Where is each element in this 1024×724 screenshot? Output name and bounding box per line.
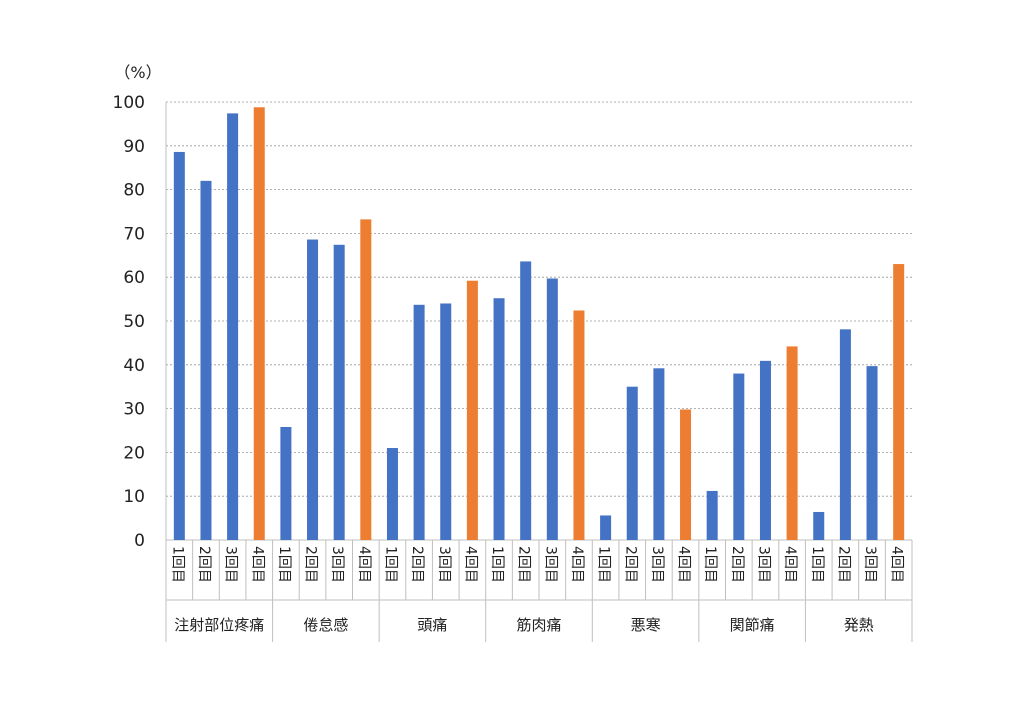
bar [440,303,452,540]
y-tick-label: 90 [123,137,145,157]
dose-label: 3回目 [436,546,452,583]
dose-label: 1回目 [382,546,398,583]
dose-label: 1回目 [596,546,612,583]
bar [173,151,185,540]
dose-label: 4回目 [462,546,478,583]
dose-label: 2回目 [303,546,319,583]
category-label: 関節痛 [730,616,775,634]
dose-label: 2回目 [729,546,745,583]
bar [520,261,532,540]
bar [626,386,638,540]
bar [573,310,585,540]
category-label: 発熱 [844,616,874,634]
dose-label: 1回目 [809,546,825,583]
bar [839,329,851,540]
dose-label: 4回目 [676,546,692,583]
bar [200,180,212,540]
dose-label: 2回目 [196,546,212,583]
bar [333,244,345,540]
category-label: 注射部位疼痛 [174,616,264,634]
y-tick-label: 70 [123,224,145,244]
dose-label: 4回目 [782,546,798,583]
category-label: 悪寒 [631,616,661,634]
category-label: 頭痛 [417,616,447,634]
category-label: 倦怠感 [303,616,348,634]
bar [227,113,239,540]
bar [680,409,692,540]
bar [386,448,398,540]
dose-label: 3回目 [223,546,239,583]
y-tick-label: 40 [123,356,145,376]
dose-label: 4回目 [889,546,905,583]
dose-label: 1回目 [276,546,292,583]
y-tick-label: 60 [123,268,145,288]
bars [173,107,905,541]
bar [786,346,798,540]
y-axis-ticks: 0 10 20 30 40 50 60 70 80 90 100 [113,93,145,551]
dose-label: 3回目 [755,546,771,583]
y-tick-label: 0 [134,531,145,551]
dose-label: 1回目 [702,546,718,583]
bar [307,239,319,541]
dose-label: 3回目 [649,546,665,583]
y-tick-label: 20 [123,443,145,463]
dose-label: 2回目 [516,546,532,583]
bar [360,219,372,540]
dose-label: 2回目 [622,546,638,583]
bar [813,511,825,540]
y-tick-label: 100 [113,93,145,113]
bar [733,373,745,540]
dose-label: 2回目 [835,546,851,583]
bar [866,366,878,540]
dose-label: 3回目 [862,546,878,583]
y-tick-label: 50 [123,312,145,332]
dose-label: 4回目 [249,546,265,583]
bar [413,304,425,540]
dose-label: 4回目 [356,546,372,583]
bar [893,264,905,540]
dose-label: 2回目 [409,546,425,583]
bar [546,278,558,540]
bar [759,360,771,540]
y-tick-label: 10 [123,487,145,507]
y-tick-label: 80 [123,181,145,201]
bar [493,298,505,540]
bar [653,368,665,540]
bar [280,426,292,540]
dose-label: 4回目 [569,546,585,583]
bar [600,515,612,540]
dose-label: 1回目 [169,546,185,583]
y-unit-label: （%） [114,63,161,82]
dose-label: 1回目 [489,546,505,583]
y-tick-label: 30 [123,400,145,420]
bar [706,490,718,540]
dose-label: 3回目 [542,546,558,583]
dose-label: 3回目 [329,546,345,583]
category-label: 筋肉痛 [516,616,561,634]
bar [466,280,478,540]
bar [253,107,265,541]
